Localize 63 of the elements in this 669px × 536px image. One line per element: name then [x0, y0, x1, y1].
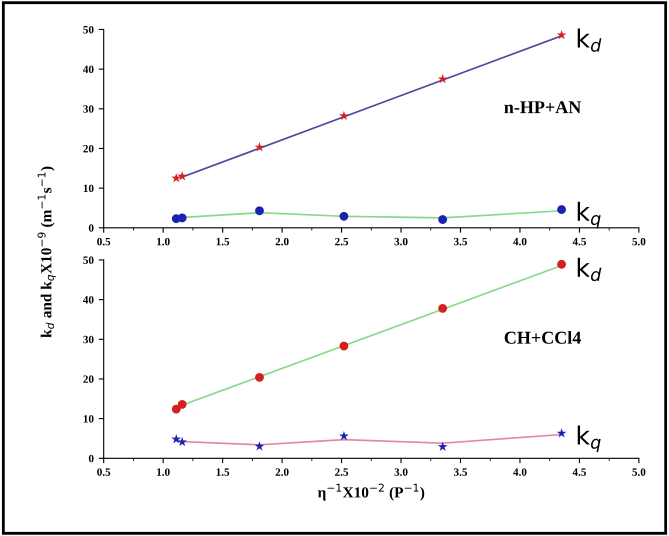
point: [438, 74, 448, 84]
series-label: k$_{q}$: [578, 425, 601, 452]
x-tick-label: 4.0: [513, 238, 526, 246]
series-label: k$_{d}$: [578, 28, 602, 52]
y-tick-label: 20: [83, 144, 94, 152]
x-tick-label: 0.5: [97, 468, 110, 476]
point: [557, 205, 566, 214]
point: [438, 304, 448, 313]
point: [340, 342, 348, 350]
point: [438, 215, 448, 224]
point: [556, 428, 566, 438]
x-tick-label: 0.5: [97, 238, 110, 246]
x-tick-label: 5.0: [632, 468, 646, 476]
y-tick-label: 50: [83, 26, 94, 34]
series-label: k$_{q}$: [578, 202, 601, 228]
y-tick-label: 40: [83, 296, 94, 304]
y-tick-label: 30: [83, 105, 94, 113]
point: [171, 173, 182, 182]
y-tick-label: 20: [83, 375, 94, 383]
x-tick-label: 2.0: [276, 468, 289, 476]
point: [172, 404, 181, 414]
x-tick-label: 3.5: [454, 468, 468, 476]
point: [254, 142, 264, 152]
x-tick-label: 2.5: [335, 468, 348, 476]
y-tick-label: 10: [84, 415, 94, 423]
point: [254, 441, 264, 451]
y-tick-label: 0: [88, 224, 94, 232]
text: k$_{d}$ and k$_{q}$X10$^{−9}$ (m$^{−1}$s$^{−1}$): [38, 166, 56, 338]
x-tick-label: 1.0: [157, 468, 170, 476]
series-label: k$_{d}$: [578, 258, 602, 282]
point: [438, 442, 448, 451]
x-tick-label: 4.5: [572, 238, 586, 246]
point: [339, 110, 349, 120]
point: [171, 434, 182, 444]
y-tick-label: 50: [83, 256, 94, 264]
point: [339, 430, 349, 440]
x-tick-label: 4.0: [513, 468, 526, 476]
x-tick-label: 3.0: [394, 238, 408, 246]
x-tick-label: 1.5: [216, 468, 230, 476]
point: [178, 213, 187, 222]
point: [340, 212, 348, 221]
x-tick-label: 1.5: [216, 238, 230, 246]
point: [557, 260, 566, 269]
point: [177, 436, 188, 446]
x-tick-label: 2.5: [335, 238, 348, 246]
x-tick-label: 2.0: [276, 238, 289, 246]
x-tick-label: 5.0: [632, 238, 646, 246]
x-tick-label: 1.0: [157, 238, 170, 246]
x-tick-label: 3.5: [454, 238, 468, 246]
point: [556, 30, 566, 40]
annotation: n-HP+AN: [504, 101, 582, 114]
y-tick-label: 0: [88, 454, 94, 462]
point: [255, 206, 264, 216]
x-axis-title: η$^{−1}$X10$^{−2}$ (P$^{−1}$): [318, 484, 424, 501]
x-tick-label: 4.5: [572, 468, 586, 476]
point: [178, 400, 187, 409]
y-tick-label: 10: [84, 184, 94, 192]
y-tick-label: 30: [83, 336, 94, 344]
point: [177, 171, 188, 180]
annotation: CH+CCl4: [504, 331, 581, 344]
point: [255, 372, 264, 382]
y-tick-label: 40: [83, 66, 94, 74]
x-tick-label: 3.0: [394, 468, 408, 476]
